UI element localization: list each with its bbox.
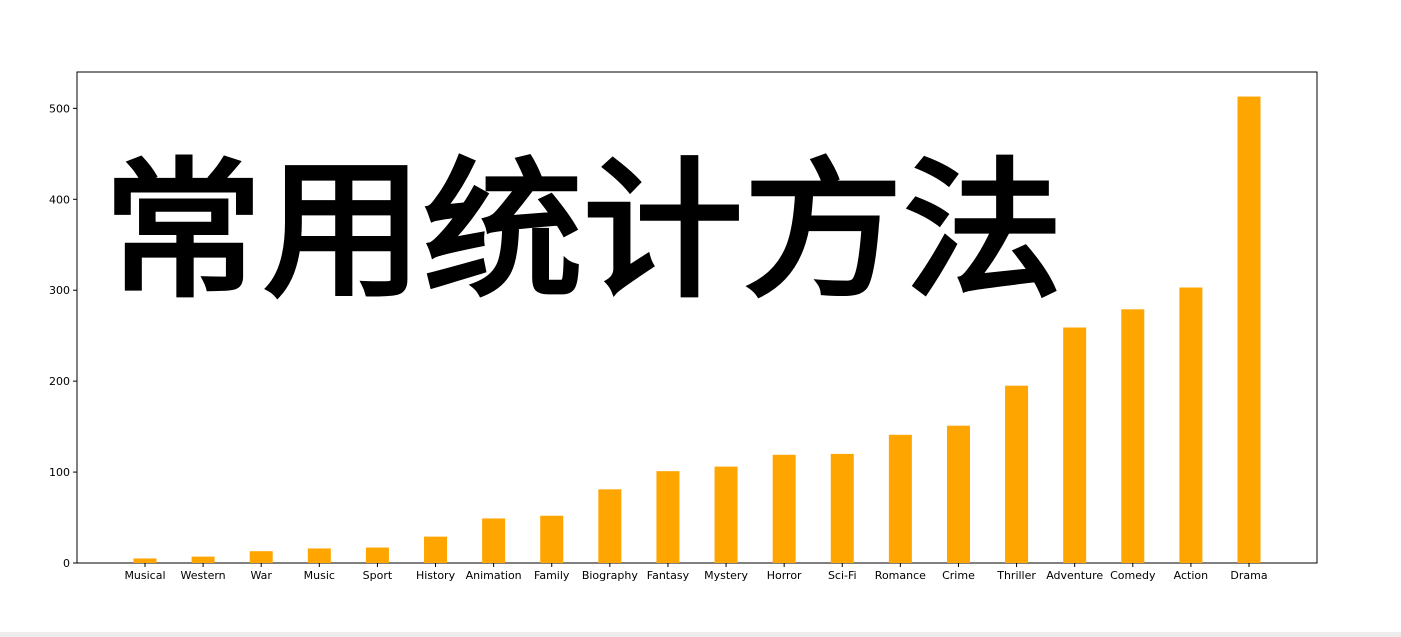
bar-fantasy — [656, 471, 680, 563]
x-tick-label: Fantasy — [647, 569, 690, 582]
bar-action — [1179, 287, 1203, 563]
x-tick-label: Romance — [875, 569, 926, 582]
bar-musical — [133, 558, 157, 563]
x-tick-label: Musical — [124, 569, 165, 582]
x-tick-label: Animation — [466, 569, 522, 582]
x-tick-label: Comedy — [1110, 569, 1156, 582]
x-tick-label: Sport — [363, 569, 393, 582]
x-tick-label: Horror — [767, 569, 802, 582]
bar-animation — [482, 518, 506, 563]
x-tick-label: Music — [304, 569, 335, 582]
bar-western — [191, 556, 215, 563]
y-tick-label: 200 — [49, 375, 70, 388]
bar-thriller — [1005, 385, 1029, 563]
bar-drama — [1237, 96, 1261, 564]
window-bottom-strip — [0, 632, 1401, 637]
x-tick-label: Action — [1174, 569, 1208, 582]
x-tick-label: War — [250, 569, 272, 582]
bar-biography — [598, 489, 622, 563]
x-tick-label: Drama — [1230, 569, 1267, 582]
bar-comedy — [1121, 309, 1145, 563]
plot-frame — [76, 71, 1318, 564]
x-tick-label: Western — [181, 569, 226, 582]
y-tick-label: 400 — [49, 193, 70, 206]
bar-romance — [888, 434, 912, 563]
x-tick-label: Mystery — [704, 569, 748, 582]
x-tick-label: Crime — [942, 569, 975, 582]
bar-crime — [946, 425, 970, 563]
x-tick-label: Thriller — [996, 569, 1036, 582]
x-tick-label: Biography — [582, 569, 639, 582]
y-tick-label: 500 — [49, 102, 70, 115]
x-tick-label: Adventure — [1046, 569, 1103, 582]
bar-horror — [772, 454, 796, 563]
x-tick-label: Sci-Fi — [828, 569, 857, 582]
bar-music — [307, 548, 331, 563]
bar-mystery — [714, 466, 738, 563]
y-tick-label: 100 — [49, 466, 70, 479]
bar-family — [540, 515, 564, 563]
y-tick-label: 0 — [63, 557, 70, 570]
bar-sci-fi — [830, 453, 854, 563]
y-axis-ticks: 0 100 200 300 400 500 — [49, 102, 77, 570]
bar-war — [249, 551, 273, 563]
x-axis-ticks: Musical Western War Music Sport History Animat… — [124, 563, 1268, 582]
x-tick-label: Family — [534, 569, 570, 582]
bar-sport — [365, 547, 389, 563]
bar-history — [424, 536, 448, 563]
overlay-title: 常用统计方法 — [103, 143, 1063, 319]
bar-adventure — [1063, 327, 1087, 563]
x-tick-label: History — [416, 569, 456, 582]
y-tick-label: 300 — [49, 284, 70, 297]
bars — [133, 96, 1261, 564]
